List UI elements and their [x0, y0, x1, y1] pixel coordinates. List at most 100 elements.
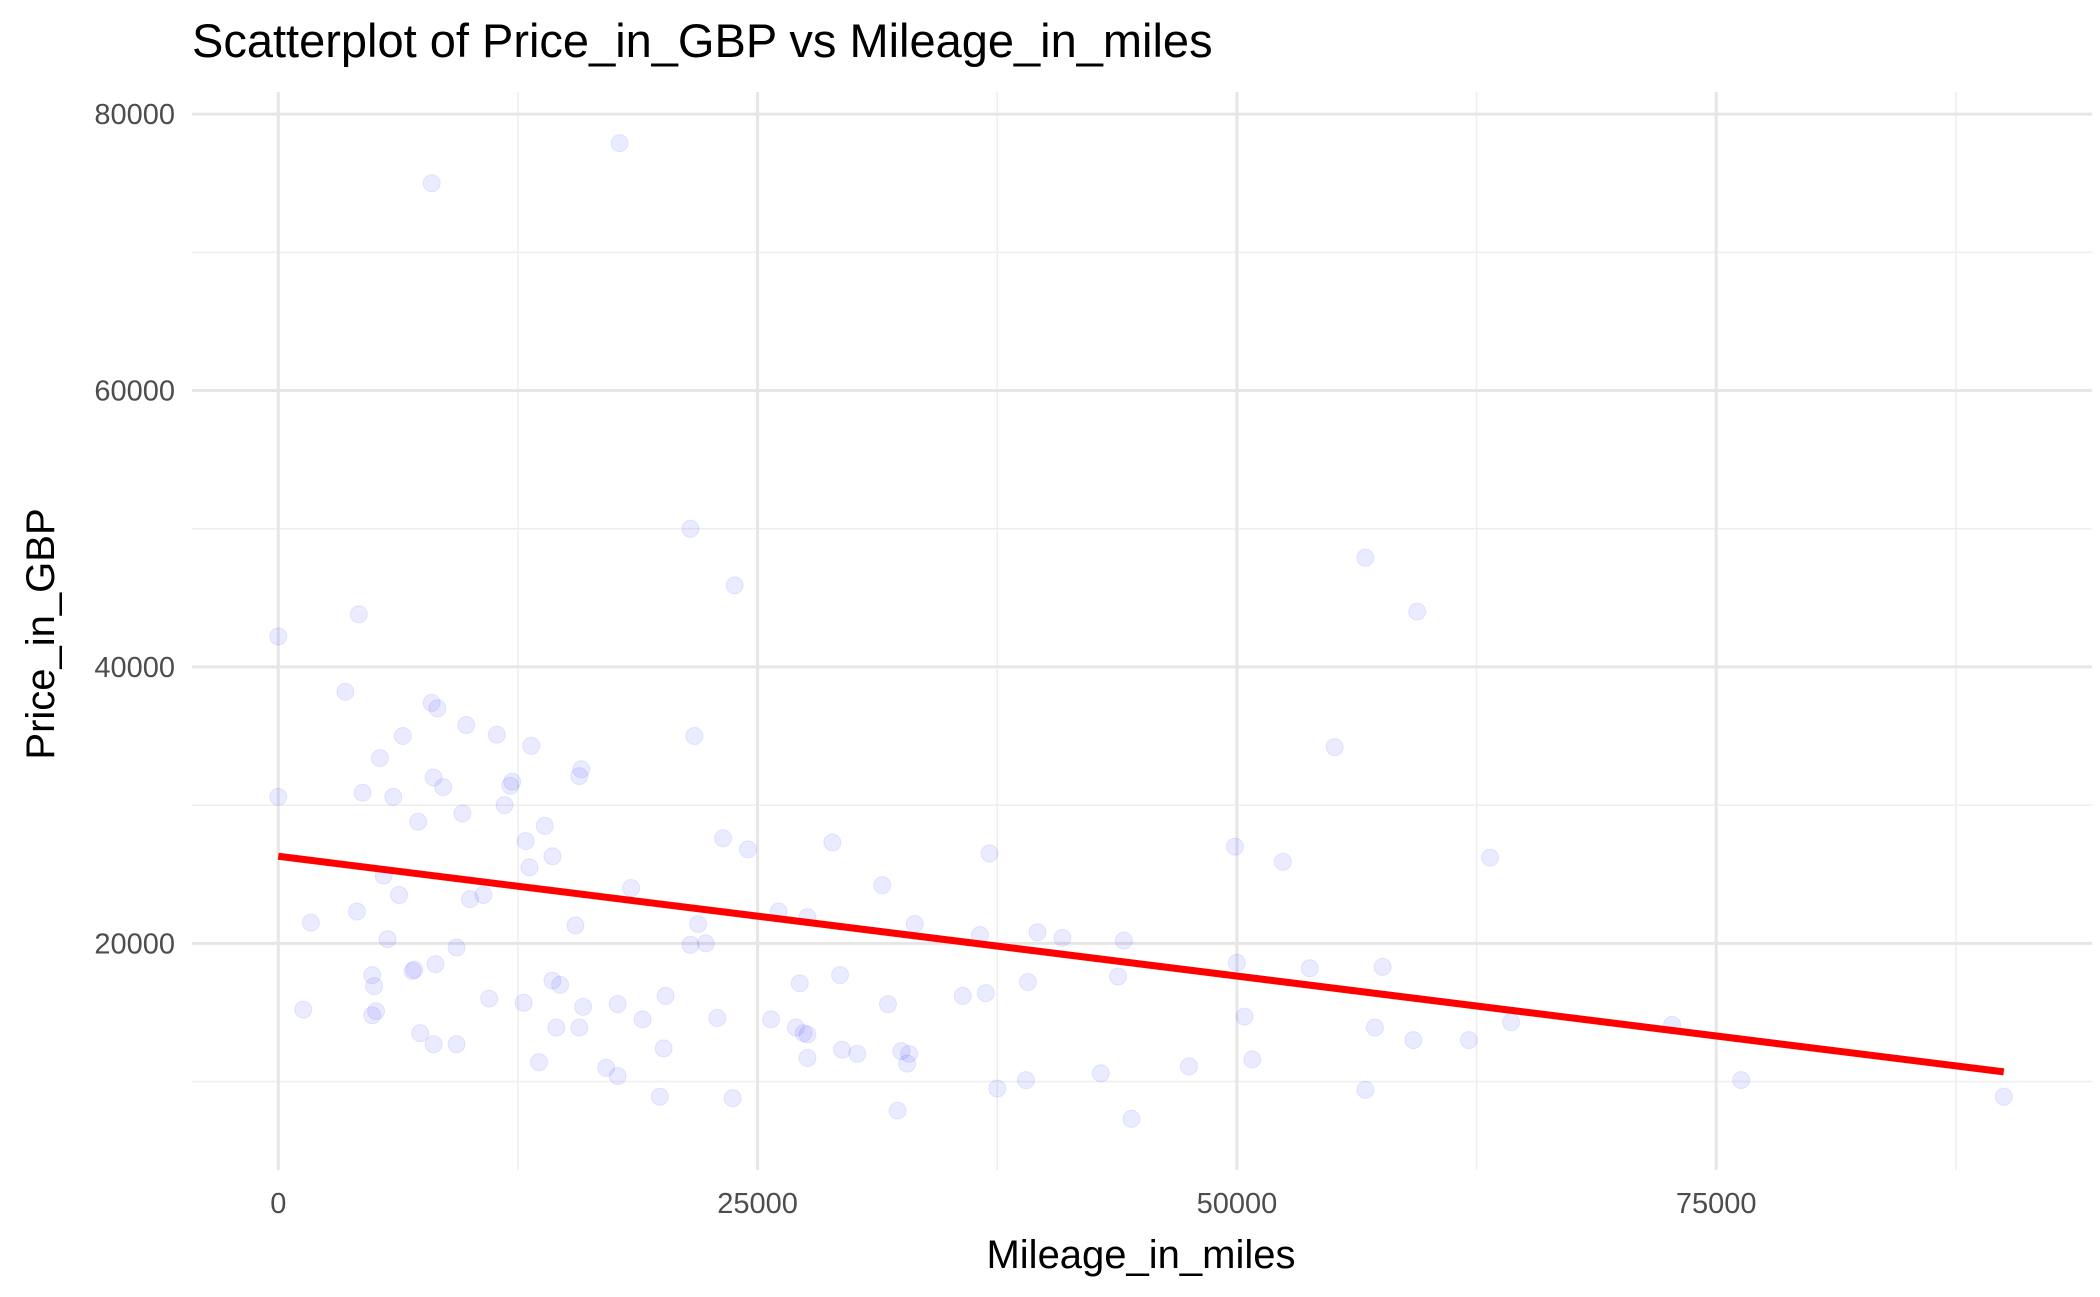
data-point — [495, 796, 514, 815]
data-point — [384, 787, 403, 806]
data-point — [1408, 602, 1427, 621]
data-point — [790, 974, 809, 993]
data-point — [739, 840, 758, 859]
data-point — [503, 772, 522, 791]
data-point — [543, 971, 562, 990]
data-point — [1459, 1031, 1478, 1050]
data-point — [1480, 848, 1499, 867]
data-point — [487, 725, 506, 744]
data-point — [689, 914, 708, 933]
data-point — [520, 858, 539, 877]
data-point — [378, 930, 397, 949]
data-point — [390, 885, 409, 904]
data-point — [514, 993, 533, 1012]
data-point — [1017, 1071, 1036, 1090]
data-point — [610, 134, 629, 153]
data-point — [269, 787, 288, 806]
data-point — [794, 1024, 813, 1043]
y-tick-label: 40000 — [94, 652, 175, 684]
data-point — [405, 960, 424, 979]
x-tick-label: 75000 — [1676, 1188, 1757, 1220]
data-point — [832, 1040, 851, 1059]
data-point — [988, 1079, 1007, 1098]
data-point — [622, 879, 641, 898]
data-point — [393, 727, 412, 746]
data-point — [597, 1058, 616, 1077]
data-point — [1273, 852, 1292, 871]
data-point — [353, 783, 372, 802]
data-point — [424, 1035, 443, 1054]
data-point — [409, 812, 428, 831]
grid — [192, 92, 2092, 1170]
data-point — [570, 1018, 589, 1037]
data-point — [480, 989, 499, 1008]
data-point — [447, 1035, 466, 1054]
data-point — [461, 890, 480, 909]
data-point — [572, 760, 591, 779]
data-point — [798, 1049, 817, 1068]
data-point — [823, 833, 842, 852]
data-point — [522, 736, 541, 755]
data-point — [363, 1006, 382, 1025]
data-point — [547, 1018, 566, 1037]
data-point — [365, 977, 384, 996]
data-point — [654, 1039, 673, 1058]
data-point — [681, 935, 700, 954]
data-point — [685, 727, 704, 746]
data-point — [1502, 1013, 1521, 1032]
data-point — [516, 832, 535, 851]
data-point — [336, 682, 355, 701]
data-point — [786, 1018, 805, 1037]
x-tick-label: 50000 — [1197, 1188, 1278, 1220]
data-point — [905, 914, 924, 933]
data-point — [980, 844, 999, 863]
data-point — [457, 715, 476, 734]
data-point — [900, 1044, 919, 1063]
data-point — [976, 984, 995, 1003]
data-point — [1235, 1007, 1254, 1026]
data-point — [878, 995, 897, 1014]
data-point — [1018, 973, 1037, 992]
data-point — [1227, 953, 1246, 972]
y-axis-ticks: 20000 40000 60000 80000 — [94, 99, 175, 960]
data-point — [1356, 1080, 1375, 1099]
data-point — [714, 829, 733, 848]
data-point — [723, 1089, 742, 1108]
data-point — [608, 1067, 627, 1086]
data-point — [1365, 1018, 1384, 1037]
data-point — [1356, 548, 1375, 567]
data-point — [574, 997, 593, 1016]
data-point — [888, 1101, 907, 1120]
data-point — [696, 934, 715, 953]
x-axis-ticks: 0 25000 50000 75000 — [270, 1188, 1756, 1220]
chart-title: Scatterplot of Price_in_GBP vs Mileage_i… — [192, 14, 1213, 67]
data-point — [269, 627, 288, 646]
data-point — [1994, 1087, 2013, 1106]
data-point — [1091, 1064, 1110, 1083]
data-point — [426, 955, 445, 974]
data-point — [570, 767, 589, 786]
data-point — [422, 693, 441, 712]
data-point — [708, 1008, 727, 1027]
data-point — [1373, 957, 1392, 976]
data-point — [447, 938, 466, 957]
data-point — [501, 776, 520, 795]
data-point — [1404, 1031, 1423, 1050]
data-point — [650, 1087, 669, 1106]
data-point — [1028, 923, 1047, 942]
data-point — [831, 966, 850, 985]
data-point — [434, 778, 453, 797]
data-point — [1109, 967, 1128, 986]
x-tick-label: 0 — [270, 1188, 286, 1220]
data-point — [424, 768, 443, 787]
data-point — [1114, 931, 1133, 950]
data-point — [898, 1054, 917, 1073]
data-point — [633, 1010, 652, 1029]
data-point — [1053, 928, 1072, 947]
data-point — [681, 519, 700, 538]
data-point — [453, 804, 472, 823]
y-tick-label: 60000 — [94, 376, 175, 408]
data-point — [873, 876, 892, 895]
data-point — [1325, 738, 1344, 757]
data-point — [798, 1025, 817, 1044]
